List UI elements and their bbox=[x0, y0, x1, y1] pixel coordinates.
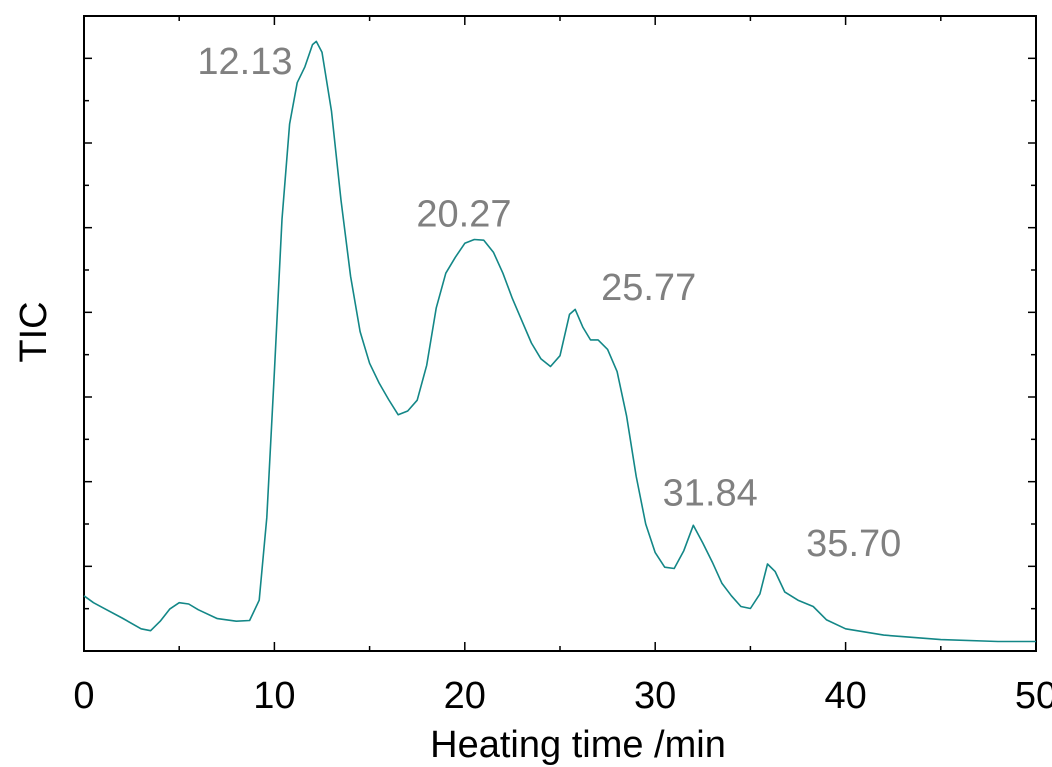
x-axis-ticks bbox=[83, 16, 1037, 651]
peak-label: 31.84 bbox=[663, 472, 758, 514]
peak-label: 25.77 bbox=[601, 267, 696, 309]
x-tick-label: 10 bbox=[253, 675, 295, 717]
peak-label: 20.27 bbox=[416, 194, 511, 236]
x-tick-label: 40 bbox=[824, 675, 866, 717]
x-tick-label: 50 bbox=[1015, 675, 1052, 717]
x-axis-title: Heating time /min bbox=[430, 724, 726, 766]
x-axis-tick-labels: 0 10 20 30 40 50 bbox=[73, 675, 1052, 717]
x-tick-label: 20 bbox=[444, 675, 486, 717]
y-axis-ticks bbox=[84, 57, 1036, 610]
peak-label: 12.13 bbox=[197, 41, 292, 83]
tic-series-line bbox=[83, 40, 1036, 643]
peak-labels: 12.13 20.27 25.77 31.84 35.70 bbox=[197, 41, 901, 565]
y-axis-title: TIC bbox=[13, 301, 55, 362]
x-tick-label: 0 bbox=[73, 675, 94, 717]
x-tick-label: 30 bbox=[634, 675, 676, 717]
peak-label: 35.70 bbox=[806, 523, 901, 565]
